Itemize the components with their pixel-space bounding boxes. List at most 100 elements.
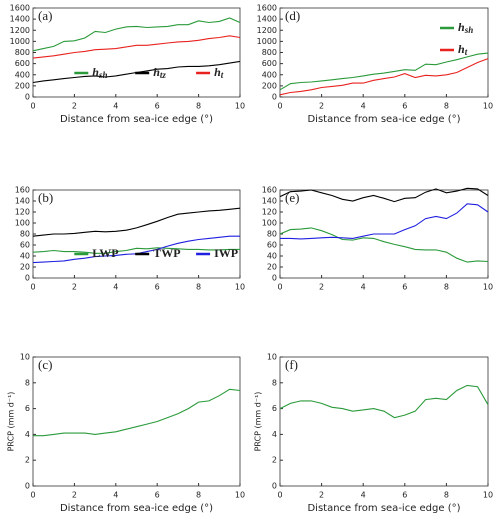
legend-subscript: t: [221, 70, 224, 80]
legend-label: IWP: [214, 246, 238, 260]
y-tick-label: 0: [25, 274, 30, 283]
x-tick-label: 0: [30, 283, 35, 292]
panel-label: (c): [38, 357, 52, 372]
x-tick-label: 8: [196, 283, 201, 292]
y-tick-label: 0: [272, 482, 277, 491]
y-tick-label: 100: [15, 219, 30, 228]
x-tick-label: 6: [155, 102, 160, 111]
panel-label: (a): [38, 8, 52, 23]
data-line: [279, 187, 489, 203]
y-tick-label: 6: [272, 404, 277, 413]
plot-frame: [32, 7, 241, 98]
data-line: [32, 207, 241, 237]
x-tick-label: 2: [319, 491, 324, 500]
x-axis-label: Distance from sea-ice edge (°): [307, 503, 460, 514]
y-tick-label: 80: [20, 230, 30, 239]
y-axis-label: PRCP (mm d⁻¹): [7, 392, 16, 452]
legend-subscript: t: [465, 47, 468, 57]
y-tick-label: 2: [25, 456, 30, 465]
legend-label: hsh: [458, 20, 473, 35]
panel-label: (e): [285, 190, 299, 205]
y-tick-label: 800: [15, 48, 30, 57]
y-tick-label: 20: [20, 263, 30, 272]
y-tick-label: 4: [25, 430, 30, 439]
data-line: [32, 247, 240, 254]
legend-name: IWP: [214, 246, 238, 260]
y-tick-label: 8: [272, 378, 277, 387]
y-tick-label: 40: [267, 252, 277, 261]
panel-label: (d): [285, 8, 300, 23]
y-tick-label: 1000: [257, 37, 277, 46]
x-tick-label: 10: [235, 102, 245, 111]
x-tick-label: 8: [196, 491, 201, 500]
x-axis-label: Distance from sea-ice edge (°): [60, 114, 213, 125]
data-line: [32, 35, 241, 59]
x-tick-label: 6: [402, 283, 407, 292]
plot-frame: [32, 356, 241, 487]
x-tick-label: 4: [113, 102, 118, 111]
x-tick-label: 6: [402, 491, 407, 500]
panel-label: (f): [285, 357, 298, 372]
legend-label: hsh: [92, 65, 107, 80]
x-tick-label: 8: [196, 102, 201, 111]
y-tick-label: 0: [272, 93, 277, 102]
y-tick-label: 10: [267, 353, 277, 362]
x-tick-label: 2: [319, 102, 324, 111]
y-tick-label: 0: [25, 482, 30, 491]
y-tick-label: 600: [262, 59, 277, 68]
y-tick-label: 0: [272, 274, 277, 283]
legend-name: h: [92, 65, 99, 79]
y-tick-label: 80: [267, 230, 277, 239]
x-tick-label: 0: [277, 491, 282, 500]
plot-frame: [279, 356, 489, 487]
y-tick-label: 0: [25, 93, 30, 102]
legend-subscript: sh: [98, 70, 108, 80]
y-tick-label: 1200: [257, 26, 277, 35]
legend-label: htz: [153, 65, 166, 80]
data-line: [279, 384, 489, 419]
y-tick-label: 1400: [257, 15, 277, 24]
y-tick-label: 40: [20, 252, 30, 261]
x-tick-label: 2: [72, 102, 77, 111]
x-tick-label: 6: [402, 102, 407, 111]
x-tick-label: 4: [361, 491, 366, 500]
legend-label: ht: [458, 42, 468, 57]
y-tick-label: 800: [262, 48, 277, 57]
legend-label: LWP: [92, 246, 118, 260]
y-axis-label: PRCP (mm d⁻¹): [254, 392, 263, 452]
x-tick-label: 8: [444, 283, 449, 292]
y-tick-label: 200: [262, 81, 277, 90]
legend-subscript: tz: [160, 70, 167, 80]
y-tick-label: 1200: [10, 26, 30, 35]
legend-name: h: [153, 65, 160, 79]
x-tick-label: 10: [235, 283, 245, 292]
x-tick-label: 4: [113, 491, 118, 500]
data-line: [279, 58, 489, 96]
y-tick-label: 60: [20, 241, 30, 250]
x-tick-label: 6: [155, 283, 160, 292]
x-tick-label: 10: [483, 102, 493, 111]
y-tick-label: 4: [272, 430, 277, 439]
x-tick-label: 8: [444, 102, 449, 111]
x-tick-label: 0: [30, 102, 35, 111]
data-line: [279, 227, 489, 263]
x-tick-label: 10: [235, 491, 245, 500]
y-tick-label: 10: [20, 353, 30, 362]
legend-name: h: [214, 65, 221, 79]
y-tick-label: 400: [262, 70, 277, 79]
legend-name: h: [458, 20, 465, 34]
x-tick-label: 2: [319, 283, 324, 292]
y-tick-label: 1000: [10, 37, 30, 46]
y-tick-label: 100: [262, 219, 277, 228]
x-tick-label: 10: [483, 491, 493, 500]
x-tick-label: 4: [113, 283, 118, 292]
y-tick-label: 60: [267, 241, 277, 250]
legend-label: ht: [214, 65, 224, 80]
y-tick-label: 1400: [10, 15, 30, 24]
x-tick-label: 4: [361, 283, 366, 292]
y-tick-label: 120: [15, 208, 30, 217]
y-tick-label: 160: [262, 186, 277, 195]
data-line: [279, 52, 489, 91]
y-tick-label: 600: [15, 59, 30, 68]
